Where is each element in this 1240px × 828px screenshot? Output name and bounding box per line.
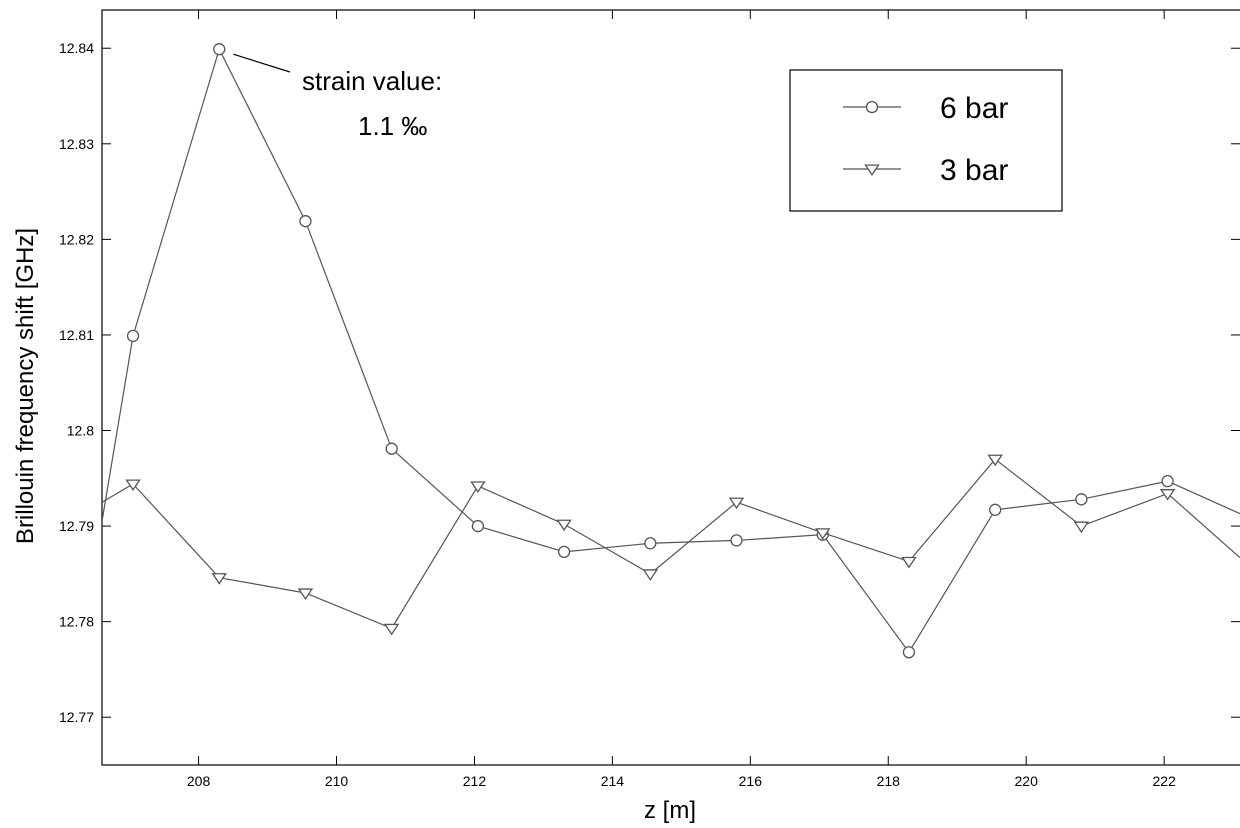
data-point-circle [299, 215, 312, 228]
series-line [102, 47, 1240, 654]
y-tick-label: 12.78 [59, 614, 94, 630]
y-tick-label: 12.77 [59, 709, 94, 725]
annotation-text-line1: strain value: [302, 66, 442, 96]
data-point-circle [1075, 493, 1088, 506]
data-point-circle [989, 503, 1002, 516]
data-point-circle [213, 43, 226, 56]
data-point-triangle [864, 164, 880, 177]
data-point-triangle [383, 623, 400, 636]
data-point-triangle [1073, 521, 1090, 534]
x-tick-label: 212 [463, 773, 487, 789]
series-3-bar [102, 454, 1240, 636]
x-tick-label: 208 [187, 773, 211, 789]
data-point-triangle [211, 573, 227, 585]
legend-label: 3 bar [940, 154, 1008, 187]
data-point-circle [126, 329, 140, 343]
data-point-circle [557, 545, 571, 559]
data-point-circle [385, 442, 398, 455]
data-point-triangle [125, 479, 141, 492]
x-tick-label: 216 [739, 773, 763, 789]
data-point-circle [730, 534, 743, 547]
y-tick-label: 12.81 [59, 327, 94, 343]
legend-item-3-bar: 3 bar [843, 154, 1008, 187]
x-tick-label: 220 [1015, 773, 1039, 789]
series-6-bar [102, 43, 1240, 659]
data-point-circle [865, 100, 879, 114]
series-line [102, 458, 1240, 630]
x-tick-label: 210 [325, 773, 349, 789]
x-axis-title: z [m] [644, 797, 696, 824]
data-point-triangle [297, 588, 314, 600]
data-point-triangle [642, 569, 659, 581]
y-tick-label: 12.8 [67, 423, 94, 439]
plot-frame [101, 9, 1240, 766]
data-point-circle [471, 519, 485, 533]
x-tick-label: 222 [1152, 773, 1176, 789]
data-point-triangle [1159, 489, 1176, 501]
data-point-circle [1161, 475, 1174, 488]
axes: 208 210 212 214 216 218 220 222 12.77 12.78 12.79 1… [59, 9, 1240, 789]
x-tick-label: 218 [877, 773, 901, 789]
y-tick-label: 12.84 [59, 40, 94, 56]
legend: 6 bar 3 bar [789, 69, 1063, 212]
data-point-circle [644, 537, 657, 550]
annotation: strain value: 1.1 ‰ [233, 53, 442, 141]
x-tick-label: 214 [601, 773, 625, 789]
annotation-leader-line [233, 53, 291, 73]
y-tick-label: 12.82 [59, 231, 94, 247]
series-layer [102, 43, 1240, 659]
y-tick-label: 12.83 [59, 136, 94, 152]
data-point-triangle [987, 454, 1003, 467]
legend-label: 6 bar [940, 92, 1008, 125]
data-point-triangle [728, 497, 745, 510]
y-tick-label: 12.79 [59, 518, 94, 534]
data-point-triangle [901, 556, 917, 569]
legend-item-6-bar: 6 bar [843, 92, 1008, 125]
data-point-triangle [815, 528, 831, 540]
data-point-triangle [556, 519, 572, 532]
data-point-triangle [470, 481, 486, 493]
legend-box [789, 69, 1063, 212]
y-axis-title: Brillouin frequency shift [GHz] [12, 228, 39, 544]
annotation-text-line2: 1.1 ‰ [358, 111, 427, 141]
data-point-circle [902, 646, 916, 659]
